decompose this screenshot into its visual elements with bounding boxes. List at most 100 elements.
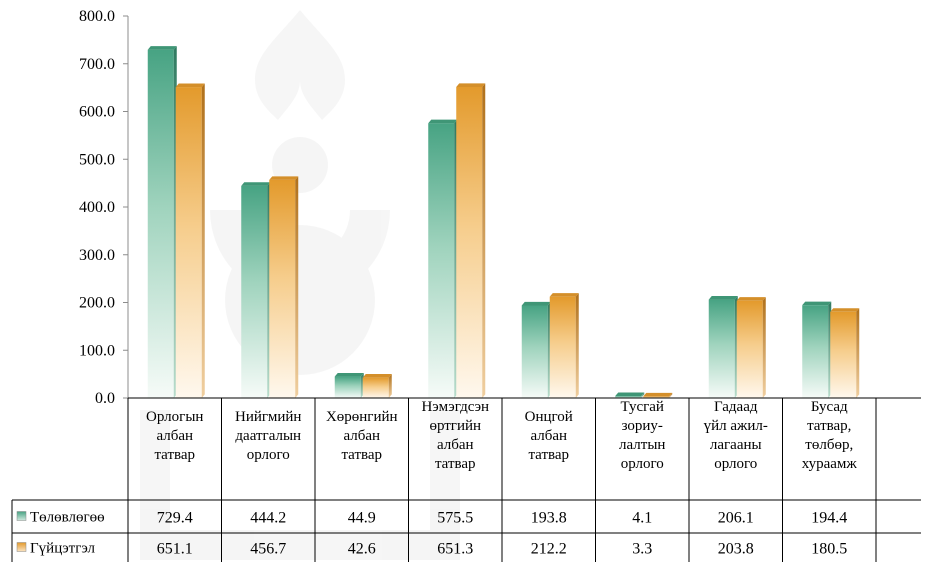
bar-top	[269, 176, 299, 180]
table-value-cell: 180.5	[811, 541, 847, 558]
bar-top	[334, 372, 364, 377]
y-tick-label: 800.0	[79, 8, 115, 25]
table-value-cell: 575.5	[437, 510, 473, 527]
y-tick-label: 400.0	[79, 199, 115, 216]
x-category-label: Бусад татвар, төлбөр, хураамж	[802, 399, 858, 472]
bar-face	[428, 123, 455, 398]
bar-planned	[521, 301, 551, 398]
bar-planned	[147, 46, 177, 399]
bar-face	[830, 311, 857, 398]
table-value-cell: 194.4	[811, 510, 847, 527]
table-value-cell: 44.9	[348, 510, 376, 527]
x-category-label: Орлогын албан татвар	[146, 409, 203, 463]
bar-face	[241, 185, 268, 398]
bar-top	[456, 83, 486, 88]
bar-face	[736, 300, 763, 398]
y-axis: 0.0 100.0 200.0 300.0 400.0 500.0 600.0 700.0 80…	[79, 8, 129, 407]
bar-top	[241, 182, 271, 186]
x-category-label: Хөрөнгийн албан татвар	[326, 409, 398, 463]
x-category-label: Гадаад үйл ажил-лагааны орлого	[704, 399, 768, 472]
bar-side	[856, 308, 860, 398]
bar-actual	[269, 176, 299, 398]
bar-top	[175, 83, 205, 88]
table-value-cell: 193.8	[531, 510, 567, 527]
legend-item: Төлөвлөгөө	[16, 510, 105, 526]
y-tick-label: 200.0	[79, 295, 115, 312]
bar-face	[362, 377, 389, 398]
legend-swatch	[16, 511, 27, 521]
bar-side	[295, 176, 299, 398]
table-value-cell: 3.3	[632, 541, 652, 558]
table-value-cell: 444.2	[250, 510, 286, 527]
bar-planned	[241, 182, 271, 398]
table-value-cell: 203.8	[718, 541, 754, 558]
bar-side	[388, 374, 392, 398]
data-table: Орлогын албан татвар Нийгмийн даатгалын орлог…	[11, 397, 921, 562]
bar-top	[615, 392, 645, 397]
bar-top	[708, 295, 738, 300]
bar-top	[830, 308, 860, 312]
bar-side	[575, 293, 579, 398]
bar-side	[482, 83, 486, 399]
y-tick-label: 300.0	[79, 247, 115, 264]
legend-label: Гүйцэтгэл	[30, 541, 96, 557]
table-value-cell: 42.6	[348, 541, 376, 558]
bar-face	[615, 396, 642, 398]
bar-planned	[708, 295, 738, 398]
bar-face	[708, 299, 735, 398]
x-category-label: Тусгай зориу-лалтын орлого	[619, 399, 665, 472]
bar-face	[643, 396, 670, 398]
bar-face	[456, 87, 483, 399]
bar-face	[521, 305, 548, 398]
table-value-cell: 729.4	[157, 510, 193, 527]
y-tick-label: 700.0	[79, 56, 115, 73]
bar-actual	[830, 308, 860, 398]
legend-swatch	[16, 542, 27, 552]
bar-side	[641, 392, 645, 398]
bar-actual	[456, 83, 486, 399]
bar-planned	[802, 301, 832, 398]
x-category-label: Нэмэгдсэн өртгийн албан татвар	[421, 399, 489, 472]
bar-side	[669, 392, 673, 398]
table-value-cell: 4.1	[632, 510, 652, 527]
plot-area	[147, 46, 860, 399]
bar-side	[762, 297, 766, 398]
legend-label: Төлөвлөгөө	[30, 510, 105, 526]
bar-top	[549, 293, 579, 297]
y-tick-label: 600.0	[79, 104, 115, 121]
bar-top	[428, 119, 458, 124]
bar-planned	[615, 392, 645, 398]
bar-planned	[334, 372, 364, 398]
table-value-cell: 456.7	[250, 541, 286, 558]
y-tick-label: 0.0	[95, 390, 115, 407]
y-tick-label: 100.0	[79, 342, 115, 359]
table-value-cell: 651.3	[437, 541, 473, 558]
bar-top	[147, 46, 177, 50]
x-category-label: Онцгой албан татвар	[525, 409, 573, 463]
table-value-cell: 206.1	[718, 510, 754, 527]
bar-top	[643, 392, 673, 397]
bar-face	[549, 296, 576, 398]
legend-item: Гүйцэтгэл	[16, 541, 96, 557]
bar-face	[175, 87, 202, 399]
bar-actual	[362, 374, 392, 398]
bar-face	[334, 376, 361, 398]
x-category-label: Нийгмийн даатгалын орлого	[235, 409, 301, 463]
bar-actual	[175, 83, 205, 399]
y-tick-label: 500.0	[79, 151, 115, 168]
table-value-cell: 651.1	[157, 541, 193, 558]
bar-top	[802, 301, 832, 306]
bar-planned	[428, 119, 458, 398]
bar-side	[201, 83, 205, 398]
bar-actual	[549, 293, 579, 398]
bar-face	[269, 179, 296, 398]
bar-actual	[736, 297, 766, 398]
bar-top	[736, 297, 766, 301]
bar-top	[362, 374, 392, 378]
bar-face	[147, 49, 174, 399]
bar-actual	[643, 392, 673, 398]
bar-face	[802, 305, 829, 398]
table-value-cell: 212.2	[531, 541, 567, 558]
bar-top	[521, 301, 551, 306]
